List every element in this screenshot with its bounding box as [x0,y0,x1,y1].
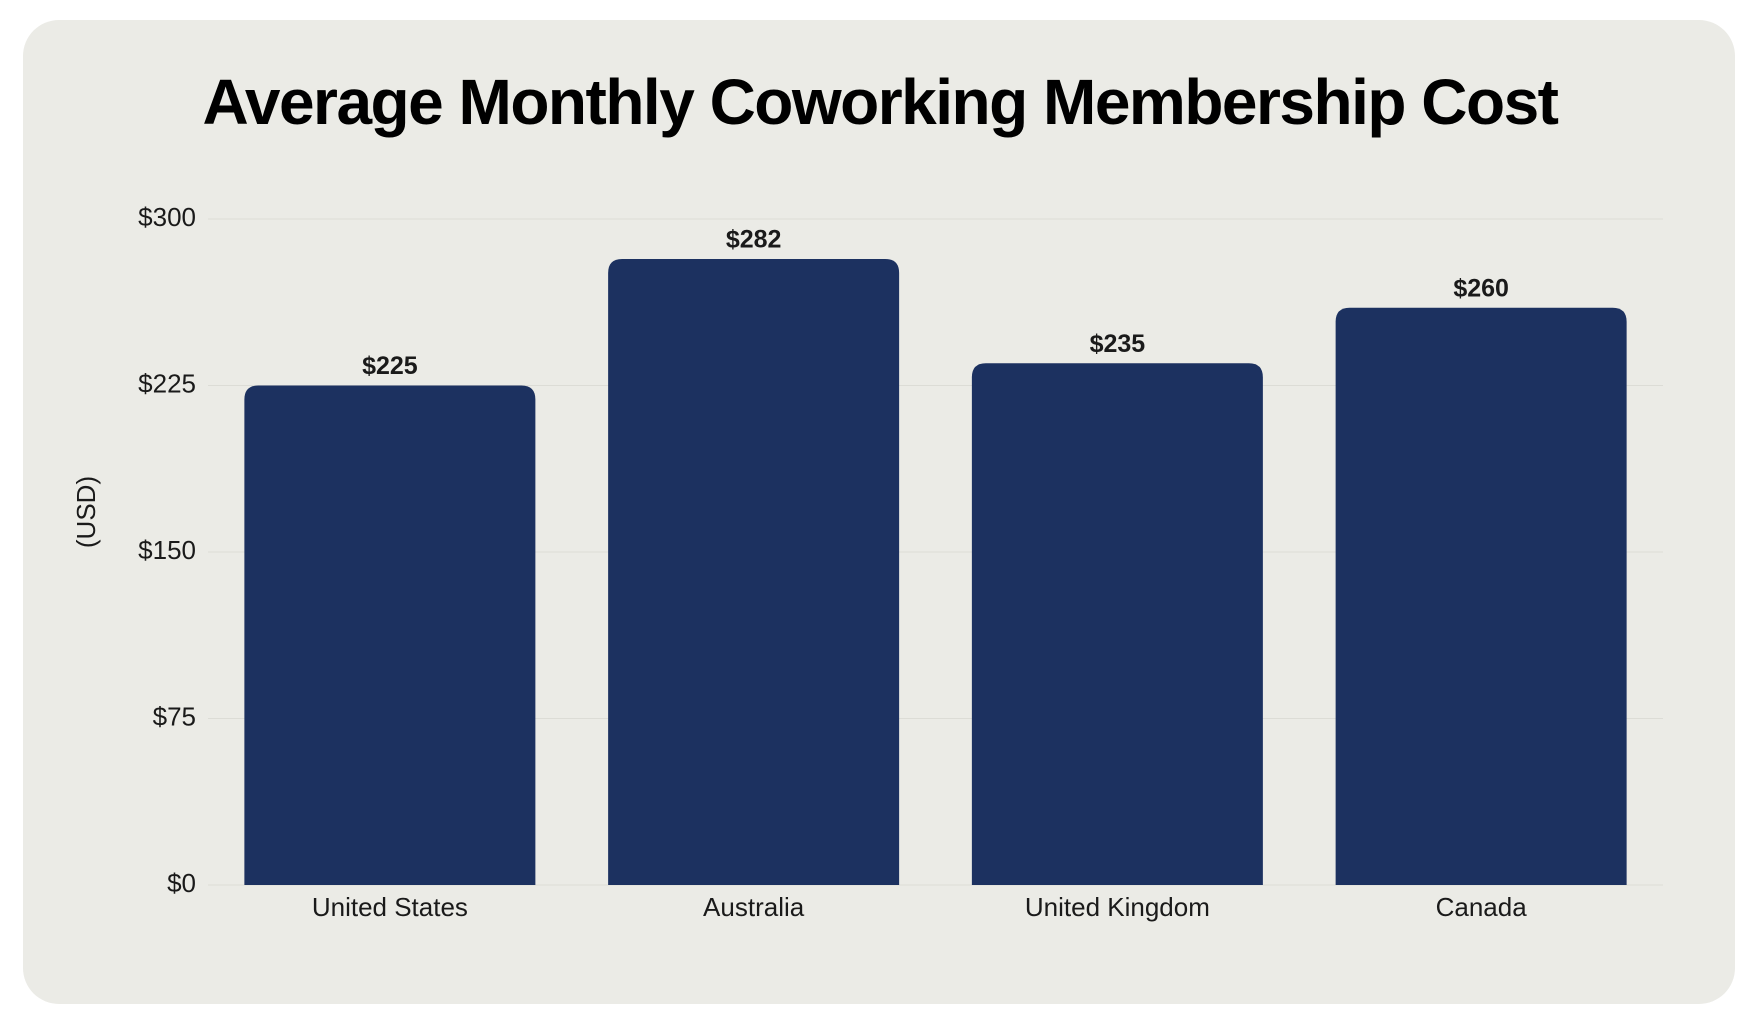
data-label: $225 [362,352,418,380]
x-tick-label: United Kingdom [1025,892,1210,922]
x-tick-label: Australia [703,892,805,922]
bar [971,363,1263,885]
data-label: $235 [1090,330,1146,358]
y-tick-label: $75 [153,701,196,731]
y-tick-label: $0 [167,868,196,898]
data-label: $260 [1453,274,1509,302]
y-tick-label: $150 [138,535,196,565]
bar [608,258,900,886]
bar [1335,307,1627,885]
y-axis-label: (USD) [71,476,101,548]
bar [244,385,536,885]
data-label: $282 [726,226,782,254]
chart-title: Average Monthly Coworking Membership Cos… [203,66,1559,138]
x-tick-label: United States [312,892,468,922]
y-tick-label: $300 [138,202,196,232]
y-tick-label: $225 [138,368,196,398]
x-tick-label: Canada [1436,892,1528,922]
